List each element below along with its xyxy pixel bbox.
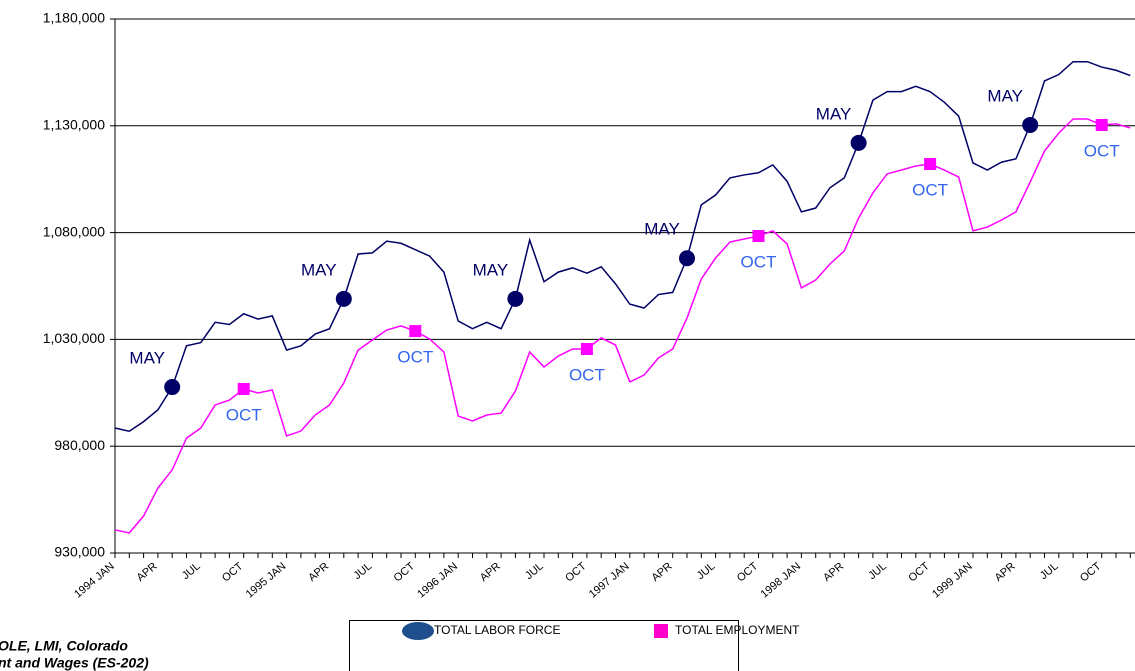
- x-tick-label: APR: [306, 560, 331, 584]
- point-marker: [335, 290, 352, 307]
- point-marker: [1022, 116, 1039, 133]
- annotation: MAY: [644, 220, 680, 239]
- legend-swatch: [654, 624, 668, 638]
- point-marker: [580, 343, 593, 356]
- legend-label: TOTAL EMPLOYMENT: [675, 623, 800, 637]
- y-tick-label: 1,030,000: [43, 330, 105, 346]
- x-tick-label: JUL: [351, 560, 374, 582]
- legend-label: TOTAL LABOR FORCE: [434, 623, 560, 637]
- x-tick-label: JUL: [1038, 560, 1061, 582]
- point-marker: [409, 325, 422, 338]
- x-tick-label: JUL: [695, 560, 718, 582]
- point-marker: [752, 230, 765, 243]
- x-tick-label: APR: [993, 560, 1018, 584]
- x-tick-label: OCT: [735, 560, 761, 584]
- y-tick-label: 1,080,000: [43, 223, 105, 239]
- point-marker: [924, 158, 937, 171]
- point-marker: [679, 250, 695, 267]
- point-marker: [1095, 118, 1108, 131]
- x-tick-label: 1996 JAN: [415, 560, 460, 600]
- y-tick-label: 1,130,000: [43, 117, 105, 133]
- series-line: [114, 118, 1131, 534]
- annotation: OCT: [226, 405, 262, 424]
- annotation: OCT: [397, 348, 433, 367]
- x-tick-label: APR: [478, 560, 503, 584]
- x-tick-label: OCT: [220, 560, 246, 584]
- series-line: [114, 60, 1131, 433]
- x-tick-label: OCT: [1078, 560, 1104, 584]
- x-tick-label: APR: [649, 560, 674, 584]
- x-tick-label: 1998 JAN: [758, 560, 803, 600]
- x-tick-label: OCT: [392, 560, 418, 584]
- x-tick-label: JUL: [180, 560, 203, 582]
- y-tick-label: 980,000: [54, 437, 105, 453]
- point-marker: [850, 134, 867, 151]
- source-line: nt and Wages (ES-202): [0, 655, 149, 671]
- annotation: MAY: [473, 260, 509, 279]
- x-tick-label: OCT: [906, 560, 932, 584]
- annotation: MAY: [816, 104, 852, 123]
- annotation: MAY: [987, 86, 1023, 105]
- x-tick-label: 1994 JAN: [72, 560, 117, 600]
- annotation: MAY: [129, 349, 165, 368]
- x-tick-label: 1995 JAN: [244, 560, 289, 600]
- x-tick-label: APR: [821, 560, 846, 584]
- x-tick-label: 1999 JAN: [930, 560, 975, 600]
- x-tick-label: JUL: [866, 560, 889, 582]
- annotation: OCT: [1084, 141, 1120, 160]
- source-line: OLE, LMI, Colorado: [0, 638, 128, 654]
- point-marker: [507, 290, 524, 307]
- x-tick-label: 1997 JAN: [587, 560, 632, 600]
- legend-swatch: [402, 622, 434, 640]
- annotation: OCT: [912, 181, 948, 200]
- y-tick-label: 930,000: [54, 544, 105, 560]
- y-tick-label: 1,180,000: [43, 10, 105, 26]
- x-tick-label: APR: [135, 560, 160, 584]
- annotation: OCT: [741, 253, 777, 272]
- point-marker: [164, 379, 181, 396]
- annotation: OCT: [569, 365, 605, 384]
- x-tick-label: JUL: [523, 560, 546, 582]
- point-marker: [237, 382, 250, 395]
- x-tick-label: OCT: [563, 560, 589, 584]
- annotation: MAY: [301, 260, 337, 279]
